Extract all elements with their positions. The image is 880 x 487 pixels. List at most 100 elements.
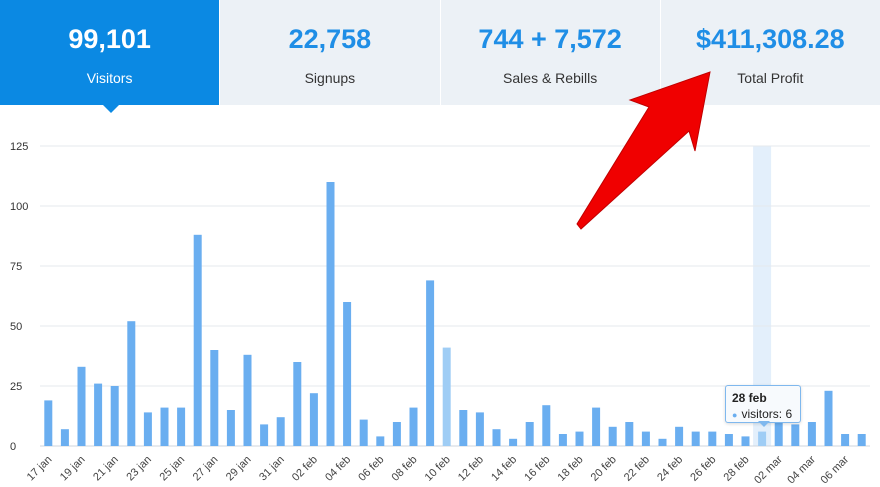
x-tick-label: 23 jan bbox=[124, 454, 154, 484]
chart-bar[interactable] bbox=[210, 350, 219, 446]
x-tick-label: 04 mar bbox=[785, 453, 818, 486]
active-tab-pointer bbox=[102, 104, 120, 113]
stat-visitors-label: Visitors bbox=[86, 70, 133, 86]
chart-bar[interactable] bbox=[459, 410, 468, 446]
chart-bar[interactable] bbox=[608, 426, 617, 446]
stat-profit-label: Total Profit bbox=[737, 70, 804, 86]
x-tick-label: 25 jan bbox=[158, 454, 188, 484]
x-tick-label: 02 feb bbox=[290, 454, 320, 484]
chart-bar[interactable] bbox=[442, 347, 451, 446]
chart-bar[interactable] bbox=[824, 390, 833, 446]
chart-bar[interactable] bbox=[309, 393, 318, 446]
chart-bar[interactable] bbox=[343, 302, 352, 446]
tooltip-row: ● visitors: 6 bbox=[732, 407, 793, 421]
chart-bar[interactable] bbox=[525, 422, 534, 446]
x-tick-label: 29 jan bbox=[224, 454, 254, 484]
stat-sales-label: Sales & Rebills bbox=[503, 70, 598, 86]
chart-bar[interactable] bbox=[409, 407, 418, 446]
x-tick-label: 10 feb bbox=[423, 454, 453, 484]
chart-bar[interactable] bbox=[359, 419, 368, 446]
chart-bar[interactable] bbox=[807, 422, 816, 446]
chart-bar[interactable] bbox=[592, 407, 601, 446]
x-tick-label: 18 feb bbox=[556, 454, 586, 484]
x-tick-label: 28 feb bbox=[722, 454, 752, 484]
chart-bar[interactable] bbox=[724, 434, 733, 446]
visitors-bar-chart: 0 25 50 75 100 125 17 jan 19 jan 21 jan 23 jan 25 … bbox=[10, 141, 870, 486]
x-tick-label: 04 feb bbox=[323, 454, 353, 484]
chart-bar[interactable] bbox=[841, 434, 850, 446]
chart-bar[interactable] bbox=[160, 407, 169, 446]
y-tick-label: 0 bbox=[10, 441, 16, 453]
x-tick-label: 12 feb bbox=[456, 454, 486, 484]
x-tick-label: 06 feb bbox=[356, 454, 386, 484]
x-tick-label: 24 feb bbox=[655, 454, 685, 484]
chart-bar[interactable] bbox=[758, 431, 767, 446]
stat-signups-value: 22,758 bbox=[288, 24, 372, 54]
chart-bar[interactable] bbox=[675, 426, 684, 446]
chart-bar[interactable] bbox=[127, 321, 136, 446]
y-tick-label: 25 bbox=[10, 381, 22, 393]
chart-bar[interactable] bbox=[193, 234, 202, 446]
chart-bar[interactable] bbox=[558, 434, 567, 446]
chart-bar[interactable] bbox=[392, 422, 401, 446]
stat-profit[interactable]: $411,308.28 Total Profit bbox=[660, 0, 880, 105]
chart-bar[interactable] bbox=[475, 412, 484, 446]
stat-visitors[interactable]: 99,101 Visitors bbox=[0, 0, 221, 105]
y-tick-label: 125 bbox=[10, 141, 28, 153]
chart-bar[interactable] bbox=[857, 434, 866, 446]
x-tick-label: 19 jan bbox=[58, 454, 88, 484]
chart-bar[interactable] bbox=[110, 386, 119, 446]
chart-bar[interactable] bbox=[641, 431, 650, 446]
chart-bar[interactable] bbox=[376, 436, 385, 446]
x-tick-label: 26 feb bbox=[688, 454, 718, 484]
chart-bar[interactable] bbox=[575, 431, 584, 446]
x-tick-label: 06 mar bbox=[819, 453, 852, 486]
chart-bar[interactable] bbox=[691, 431, 700, 446]
stat-sales-value: 744 + 7,572 bbox=[478, 24, 622, 54]
x-tick-label: 14 feb bbox=[489, 454, 519, 484]
chart-bar[interactable] bbox=[509, 438, 518, 446]
chart-bar[interactable] bbox=[625, 422, 634, 446]
chart-bar[interactable] bbox=[293, 362, 302, 446]
y-tick-label: 100 bbox=[10, 201, 28, 213]
tooltip-value: 6 bbox=[785, 407, 793, 421]
chart-bar[interactable] bbox=[276, 417, 285, 446]
stat-signups-label: Signups bbox=[304, 70, 356, 86]
chart-tooltip: 28 feb ● visitors: 6 bbox=[725, 385, 801, 423]
chart-bar[interactable] bbox=[426, 280, 435, 446]
chart-bar[interactable] bbox=[143, 412, 152, 446]
x-tick-label: 22 feb bbox=[622, 454, 652, 484]
chart-bar[interactable] bbox=[542, 405, 551, 446]
tooltip-date: 28 feb bbox=[732, 391, 767, 405]
chart-bar[interactable] bbox=[492, 429, 501, 446]
series-dot-icon: ● bbox=[732, 410, 738, 420]
chart-bar[interactable] bbox=[658, 438, 667, 446]
chart-bar[interactable] bbox=[260, 424, 269, 446]
chart-bar[interactable] bbox=[44, 400, 53, 446]
x-tick-label: 21 jan bbox=[91, 454, 121, 484]
chart-bar[interactable] bbox=[94, 383, 103, 446]
stat-signups[interactable]: 22,758 Signups bbox=[220, 0, 441, 105]
chart-bar[interactable] bbox=[226, 410, 235, 446]
stat-sales[interactable]: 744 + 7,572 Sales & Rebills bbox=[440, 0, 661, 105]
x-tick-label: 31 jan bbox=[257, 454, 287, 484]
chart-bar[interactable] bbox=[177, 407, 186, 446]
y-tick-label: 50 bbox=[10, 321, 22, 333]
chart-bar[interactable] bbox=[791, 424, 800, 446]
tooltip-pointer bbox=[758, 421, 770, 427]
chart-bar[interactable] bbox=[741, 436, 750, 446]
chart-bar[interactable] bbox=[60, 429, 69, 446]
x-tick-label: 02 mar bbox=[752, 453, 785, 486]
hover-highlight-band bbox=[753, 146, 772, 446]
x-tick-label: 20 feb bbox=[589, 454, 619, 484]
stat-profit-value: $411,308.28 bbox=[696, 24, 845, 54]
stats-bar: 99,101 Visitors 22,758 Signups 744 + 7,5… bbox=[0, 0, 880, 105]
x-tick-label: 17 jan bbox=[25, 454, 55, 484]
chart-bar[interactable] bbox=[77, 366, 86, 446]
chart-bar[interactable] bbox=[326, 182, 335, 446]
chart-bar[interactable] bbox=[774, 422, 783, 446]
x-tick-label: 27 jan bbox=[191, 454, 221, 484]
chart-bar[interactable] bbox=[243, 354, 252, 446]
chart-bar[interactable] bbox=[708, 431, 717, 446]
x-tick-label: 08 feb bbox=[390, 454, 420, 484]
